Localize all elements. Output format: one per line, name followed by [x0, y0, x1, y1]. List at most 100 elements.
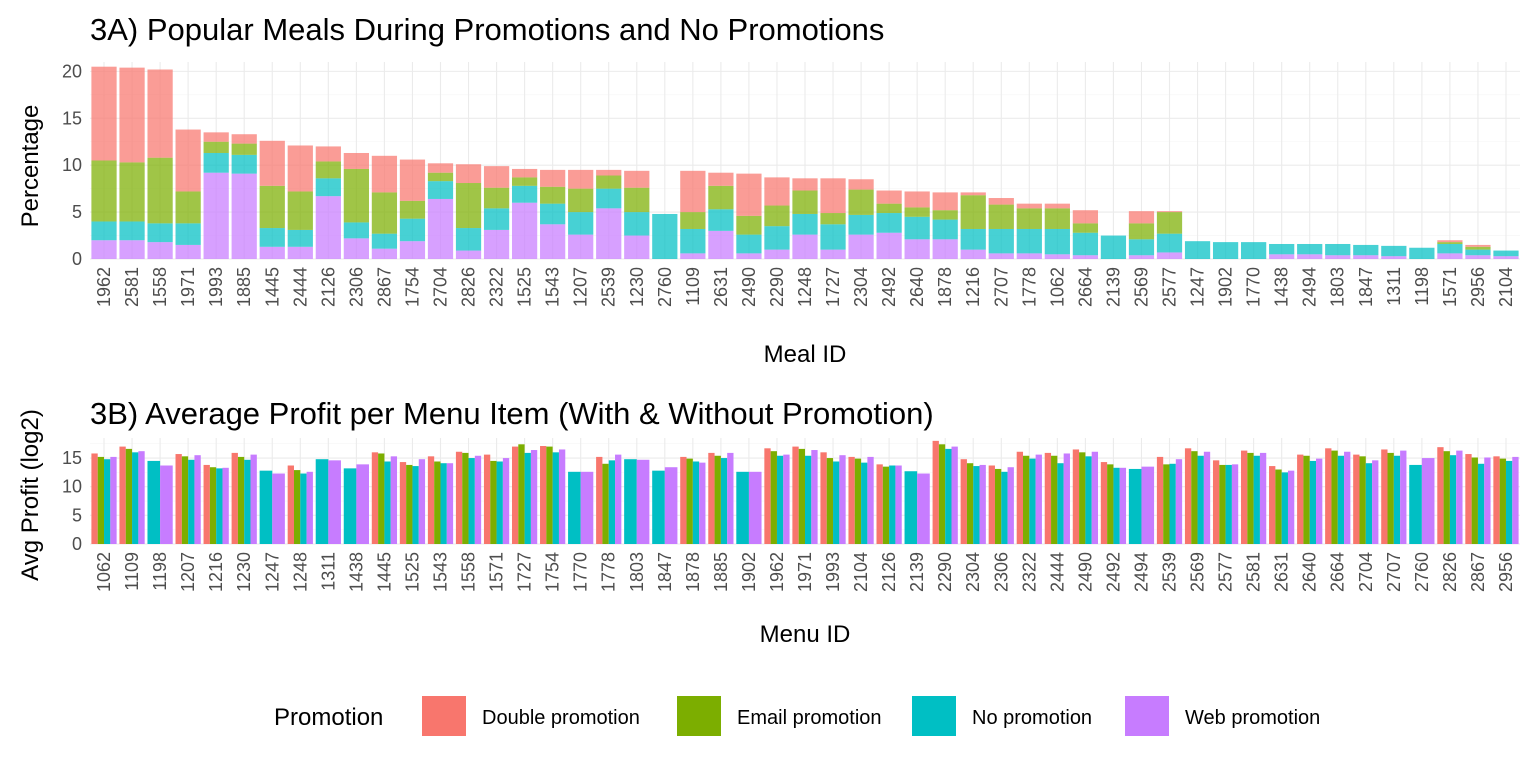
bar-1971-no-promotion	[175, 223, 201, 245]
bar-1062-web-promotion	[1044, 254, 1070, 259]
x-tick-label: 2760	[655, 267, 675, 307]
bar-1847-no-promotion	[652, 470, 665, 544]
x-tick-label: 2577	[1216, 552, 1236, 592]
x-tick-label: 2867	[374, 267, 394, 307]
bar-2322-double-promotion	[1016, 451, 1024, 544]
bar-2826-web-promotion	[1456, 450, 1463, 544]
bar-1971-double-promotion	[792, 446, 799, 544]
bar-1885-double-promotion	[231, 134, 257, 144]
bar-2577-web-promotion	[1156, 252, 1183, 259]
bar-2322-web-promotion	[483, 229, 510, 259]
bar-1207-email-promotion	[568, 188, 594, 213]
bar-2539-email-promotion	[596, 175, 622, 189]
bar-1778-email-promotion	[602, 463, 609, 544]
x-tick-label: 2664	[1328, 552, 1348, 592]
bar-1885-no-promotion	[231, 154, 257, 174]
bar-1248-no-promotion	[792, 213, 818, 235]
bar-1558-web-promotion	[147, 242, 173, 259]
bar-2956-no-promotion	[1465, 249, 1491, 256]
bar-2494-no-promotion	[1128, 468, 1142, 544]
bar-1878-no-promotion	[692, 461, 700, 544]
x-tick-label: 2492	[1103, 552, 1123, 592]
bar-1230-web-promotion	[624, 235, 650, 259]
x-tick-label: 2490	[739, 267, 759, 307]
chart-3b-title: 3B) Average Profit per Menu Item (With &…	[90, 396, 934, 431]
bar-1543-web-promotion	[540, 224, 566, 259]
bar-2492-web-promotion	[876, 232, 902, 259]
bar-1803-no-promotion	[1325, 243, 1351, 256]
bar-2322-email-promotion	[1023, 455, 1030, 544]
x-tick-label: 2577	[1160, 267, 1180, 307]
bar-2581-double-promotion	[119, 67, 145, 163]
x-tick-label: 2304	[851, 267, 871, 307]
bar-2539-no-promotion	[1169, 463, 1176, 544]
x-tick-label: 1727	[823, 267, 843, 307]
x-tick-label: 2581	[1244, 552, 1264, 592]
bar-2569-double-promotion	[1184, 448, 1192, 544]
bar-2444-email-promotion	[287, 191, 313, 230]
bar-1770-no-promotion	[1241, 242, 1267, 259]
bar-2304-email-promotion	[848, 189, 874, 215]
bar-2322-no-promotion	[1029, 458, 1036, 544]
bar-1445-web-promotion	[390, 456, 398, 544]
bar-2707-no-promotion	[1393, 455, 1401, 544]
bar-1727-web-promotion	[820, 249, 846, 259]
chart-3a-title: 3A) Popular Meals During Promotions and …	[90, 12, 884, 47]
bar-2867-no-promotion	[1477, 463, 1485, 544]
bar-2956-email-promotion	[1465, 246, 1491, 250]
bar-1445-double-promotion	[371, 452, 379, 544]
bar-2664-web-promotion	[1072, 255, 1099, 259]
bar-2707-double-promotion	[988, 198, 1014, 205]
chart-3b-y-ticks: 0 5 10 15	[62, 448, 82, 554]
bar-2126-email-promotion	[315, 161, 341, 179]
x-tick-label: 2494	[1131, 552, 1151, 592]
bar-1207-email-promotion	[181, 456, 189, 544]
bar-1230-no-promotion	[244, 459, 251, 544]
chart-3b-bars	[91, 440, 1519, 544]
bar-1558-web-promotion	[474, 455, 482, 544]
bar-2539-double-promotion	[1156, 456, 1164, 544]
legend-swatch-web-promotion	[1125, 696, 1169, 736]
bar-1770-no-promotion	[568, 471, 581, 544]
x-tick-label: 2569	[1188, 552, 1208, 592]
bar-2760-no-promotion	[1409, 464, 1422, 544]
bar-2640-email-promotion	[904, 207, 930, 217]
bar-2581-web-promotion	[1259, 452, 1267, 544]
bar-2867-double-promotion	[371, 155, 398, 193]
bar-1248-email-promotion	[792, 190, 818, 214]
bar-2494-web-promotion	[1297, 254, 1323, 259]
bar-1962-double-promotion	[764, 448, 771, 544]
bar-1543-email-promotion	[540, 186, 566, 204]
legend-items: Double promotion Email promotion No promot…	[422, 696, 1320, 736]
bar-1885-double-promotion	[708, 452, 715, 544]
bar-1525-web-promotion	[418, 459, 426, 544]
bar-2664-no-promotion	[1337, 455, 1345, 544]
bar-2494-no-promotion	[1297, 243, 1323, 255]
legend-label-double-promotion: Double promotion	[482, 707, 640, 729]
bar-1311-web-promotion	[1381, 256, 1407, 259]
bar-2867-web-promotion	[1484, 457, 1491, 544]
bar-1571-double-promotion	[483, 454, 491, 544]
bar-2492-email-promotion	[1107, 464, 1114, 544]
bar-1727-email-promotion	[820, 213, 846, 225]
bar-2867-web-promotion	[371, 248, 398, 259]
bar-1525-web-promotion	[511, 202, 538, 259]
bar-2444-double-promotion	[287, 145, 313, 192]
bar-1216-web-promotion	[960, 249, 986, 259]
x-tick-label: 1198	[1412, 267, 1432, 306]
bar-1754-web-promotion	[399, 241, 426, 259]
bar-2306-email-promotion	[994, 468, 1002, 544]
chart-3a-bars	[91, 66, 1519, 259]
x-tick-label: 2539	[1160, 552, 1180, 592]
bar-2577-double-promotion	[1156, 211, 1183, 213]
bar-2290-no-promotion	[764, 226, 790, 250]
x-tick-label: 2104	[1496, 267, 1516, 307]
bar-2539-web-promotion	[596, 208, 622, 259]
bar-2539-web-promotion	[1175, 459, 1183, 544]
bar-1062-no-promotion	[104, 459, 111, 544]
bar-2304-web-promotion	[848, 234, 874, 259]
bar-1207-no-promotion	[568, 212, 594, 235]
bar-2826-no-promotion	[455, 228, 482, 251]
bar-2704-web-promotion	[1372, 460, 1379, 544]
x-tick-label: 2322	[1019, 552, 1039, 592]
